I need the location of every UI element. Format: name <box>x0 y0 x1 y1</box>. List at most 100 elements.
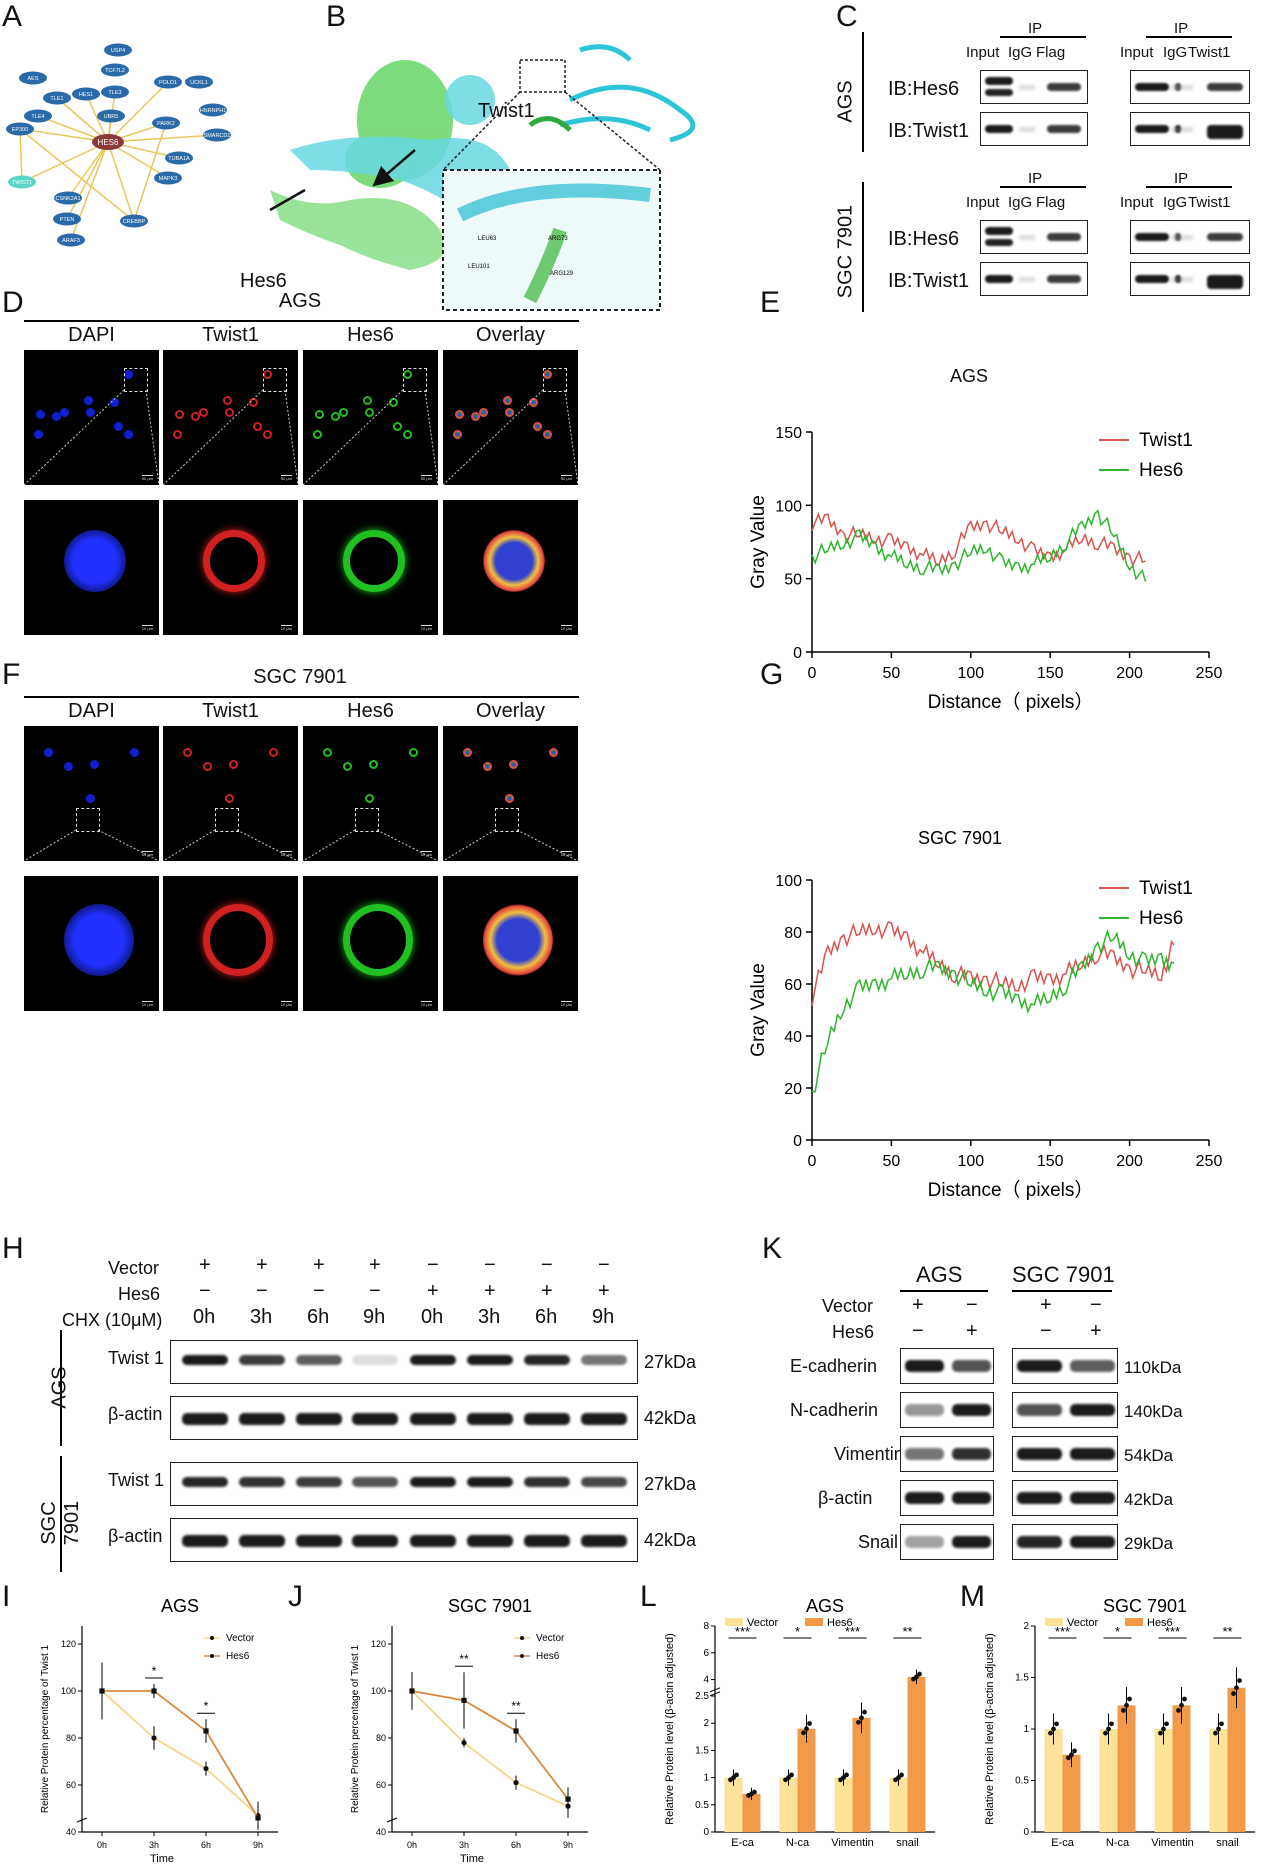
treatment-label: Vector <box>822 1296 874 1316</box>
data-point <box>1213 1730 1218 1736</box>
lane-header: IgG <box>1008 194 1033 211</box>
y-tick-label: 40 <box>784 1029 802 1046</box>
significance-mark: ** <box>1222 1624 1232 1639</box>
bar-vector <box>779 1777 798 1832</box>
panel-label-g: G <box>760 658 784 691</box>
cell <box>263 370 272 379</box>
residue-label: LEU101 <box>468 264 490 270</box>
legend-label: Hes6 <box>536 1651 560 1662</box>
protein-band <box>467 1355 513 1365</box>
cell <box>463 748 472 757</box>
protein-band <box>905 1448 944 1460</box>
channel-label: Hes6 <box>347 324 394 346</box>
ip-label: IP <box>1028 170 1043 187</box>
lane-value: + <box>427 1280 439 1302</box>
if-image-high-mag: 10 μm <box>24 500 159 635</box>
x-tick-label: 200 <box>1116 1153 1143 1170</box>
panel-label-a: A <box>2 0 23 33</box>
bar-vector <box>1154 1729 1173 1832</box>
data-point <box>1106 1726 1111 1732</box>
legend-swatch <box>1125 1618 1143 1626</box>
protein-band <box>1019 85 1035 90</box>
protein-band <box>985 89 1013 96</box>
significance-mark: * <box>152 1664 157 1678</box>
data-point <box>1164 1721 1169 1727</box>
cell-label: SGC 7901 <box>38 1500 83 1546</box>
svg-text:HNRNPH1: HNRNPH1 <box>200 108 227 114</box>
network-node: TLE3 <box>101 85 129 99</box>
y-tick-label: 100 <box>61 1686 76 1696</box>
y-tick-label: 1.5 <box>695 1745 709 1756</box>
zoom-region-box <box>543 368 567 392</box>
svg-text:USP4: USP4 <box>111 48 125 54</box>
cell <box>323 748 332 757</box>
chart-g-gray-profile-sgc7901: SGC 7901 0 20 40 60 80 100 0 50 100 150 200 250 Dista… <box>748 828 1222 1201</box>
blot-strip <box>980 112 1088 146</box>
lane-value: − <box>541 1254 553 1276</box>
data-point <box>203 1728 209 1734</box>
x-tick-label: 100 <box>957 1153 984 1170</box>
chart-i-twist1-decay-ags: AGS 40 60 80 100 120 0h 3h 6h 9h Time Relative Prot… <box>40 1596 278 1865</box>
cell <box>199 408 208 417</box>
header-rule <box>900 1290 988 1292</box>
network-node: ARAF3 <box>57 233 85 247</box>
cell <box>124 370 133 379</box>
cell <box>503 396 512 405</box>
cell <box>505 408 514 417</box>
blot-strip <box>1130 112 1250 146</box>
cell <box>34 430 43 439</box>
cell <box>479 408 488 417</box>
significance-mark: * <box>1115 1624 1120 1639</box>
svg-text:ARAF3: ARAF3 <box>62 238 80 244</box>
svg-text:HES6: HES6 <box>98 138 119 147</box>
cell <box>86 408 95 417</box>
zoom-guide <box>303 389 438 485</box>
x-tick-label: 200 <box>1116 665 1143 682</box>
ip-label: IP <box>1174 170 1189 187</box>
protein-band <box>296 1355 342 1365</box>
cell <box>365 794 374 803</box>
panel-label-i: I <box>2 1580 11 1613</box>
cell-label: AGS <box>48 1366 71 1409</box>
blot-strip <box>1012 1348 1118 1384</box>
protein-band <box>1135 125 1169 133</box>
x-tick-label: N-ca <box>786 1837 810 1849</box>
if-image-high-mag: 10 μm <box>303 500 438 635</box>
data-point <box>513 1728 519 1734</box>
y-tick-label: 80 <box>66 1733 76 1743</box>
data-point <box>789 1772 794 1778</box>
protein-band <box>182 1535 228 1547</box>
residue-label: LEU63 <box>478 236 497 242</box>
data-point <box>1216 1726 1221 1732</box>
chart-e-gray-profile-ags: 0 50 100 150 0 50 100 150 200 250 Distance（ pixels… <box>748 425 1222 713</box>
data-point <box>807 1721 812 1726</box>
cell-magnified <box>203 530 265 592</box>
lane-header: Flag <box>1036 194 1066 211</box>
bar-hes6 <box>797 1728 816 1832</box>
significance-mark: *** <box>845 1624 860 1639</box>
x-tick-label: 0h <box>97 1840 107 1850</box>
network-node: TCF7L2 <box>101 63 129 77</box>
kda-label: 110kDa <box>1124 1358 1182 1377</box>
scale-bar: 10 μm <box>420 625 432 631</box>
y-tick-label: 100 <box>371 1686 386 1696</box>
svg-text:TLE4: TLE4 <box>31 114 44 120</box>
protein-band <box>1207 233 1243 241</box>
data-point <box>151 1688 157 1694</box>
network-node: TUBA1A <box>165 151 193 165</box>
data-point <box>914 1674 919 1680</box>
y-tick-label: 0 <box>793 645 802 662</box>
protein-band <box>1017 1536 1062 1548</box>
chart-j-twist1-decay-sgc7901: SGC 7901 40 60 80 100 120 0h 3h 6h 9h Time Relative… <box>350 1596 588 1865</box>
lane-value: + <box>912 1294 924 1316</box>
bar-vector <box>834 1777 853 1832</box>
protein-band <box>410 1477 456 1487</box>
protein-band <box>352 1535 398 1547</box>
bar-hes6 <box>1117 1705 1136 1832</box>
chart-title: AGS <box>161 1596 199 1616</box>
cell-label: SGC 7901 <box>834 204 857 299</box>
cell <box>229 760 238 769</box>
if-image-high-mag: 10 μm <box>443 500 578 635</box>
y-tick-label: 40 <box>376 1827 386 1837</box>
lane-value: + <box>369 1254 381 1276</box>
